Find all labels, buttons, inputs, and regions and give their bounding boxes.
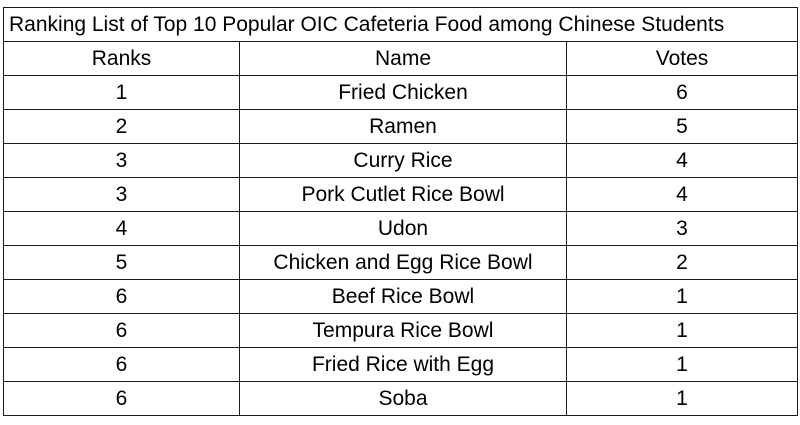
table-row: 6 Beef Rice Bowl 1: [3, 279, 799, 314]
votes-cell[interactable]: 2: [565, 245, 799, 280]
name-cell[interactable]: Pork Cutlet Rice Bowl: [239, 177, 567, 212]
table-row: 6 Fried Rice with Egg 1: [3, 347, 799, 382]
header-name[interactable]: Name: [239, 41, 567, 76]
name-cell[interactable]: Curry Rice: [239, 143, 567, 178]
table-row: 6 Tempura Rice Bowl 1: [3, 313, 799, 348]
name-cell[interactable]: Fried Chicken: [239, 75, 567, 110]
rank-cell[interactable]: 3: [3, 143, 240, 178]
rank-cell[interactable]: 6: [3, 347, 240, 382]
table-row: 3 Curry Rice 4: [3, 143, 799, 178]
rank-cell[interactable]: 1: [3, 75, 240, 110]
votes-cell[interactable]: 3: [565, 211, 799, 246]
votes-cell[interactable]: 1: [565, 381, 799, 416]
rank-cell[interactable]: 6: [3, 381, 240, 416]
name-cell[interactable]: Beef Rice Bowl: [239, 279, 567, 314]
votes-cell[interactable]: 6: [565, 75, 799, 110]
rank-cell[interactable]: 6: [3, 313, 240, 348]
votes-cell[interactable]: 4: [565, 177, 799, 212]
rank-cell[interactable]: 4: [3, 211, 240, 246]
name-cell[interactable]: Udon: [239, 211, 567, 246]
header-row: Ranks Name Votes: [3, 41, 799, 76]
table-row: 4 Udon 3: [3, 211, 799, 246]
name-cell[interactable]: Soba: [239, 381, 567, 416]
table-row: 1 Fried Chicken 6: [3, 75, 799, 110]
table-row: 3 Pork Cutlet Rice Bowl 4: [3, 177, 799, 212]
table-row: 6 Soba 1: [3, 381, 799, 416]
rank-cell[interactable]: 2: [3, 109, 240, 144]
name-cell[interactable]: Ramen: [239, 109, 567, 144]
title-row: Ranking List of Top 10 Popular OIC Cafet…: [2, 7, 799, 42]
table-row: 5 Chicken and Egg Rice Bowl 2: [3, 245, 799, 280]
votes-cell[interactable]: 1: [565, 313, 799, 348]
rank-cell[interactable]: 5: [3, 245, 240, 280]
votes-cell[interactable]: 4: [565, 143, 799, 178]
header-votes[interactable]: Votes: [565, 41, 799, 76]
ranking-table: Ranking List of Top 10 Popular OIC Cafet…: [2, 7, 799, 416]
name-cell[interactable]: Fried Rice with Egg: [239, 347, 567, 382]
header-ranks[interactable]: Ranks: [3, 41, 240, 76]
table-row: 2 Ramen 5: [3, 109, 799, 144]
name-cell[interactable]: Chicken and Egg Rice Bowl: [239, 245, 567, 280]
rank-cell[interactable]: 3: [3, 177, 240, 212]
table-title[interactable]: Ranking List of Top 10 Popular OIC Cafet…: [2, 7, 799, 42]
votes-cell[interactable]: 1: [565, 279, 799, 314]
votes-cell[interactable]: 1: [565, 347, 799, 382]
votes-cell[interactable]: 5: [565, 109, 799, 144]
name-cell[interactable]: Tempura Rice Bowl: [239, 313, 567, 348]
rank-cell[interactable]: 6: [3, 279, 240, 314]
